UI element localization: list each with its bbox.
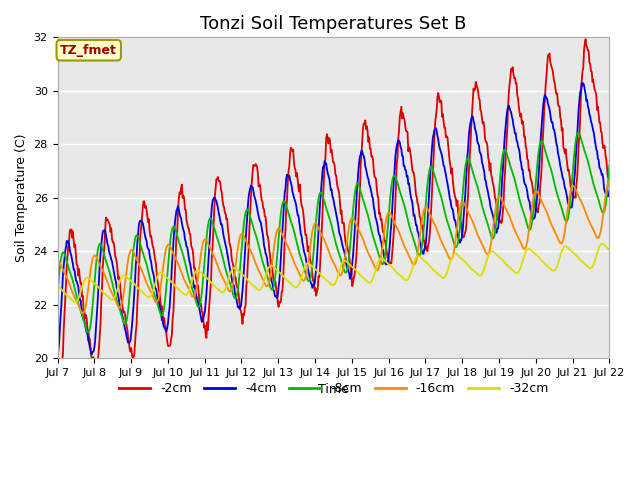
-2cm [65,242,72,248]
Line: -4cm: -4cm [58,83,609,360]
-2cm [417,224,425,230]
Line: -32cm: -32cm [58,244,609,302]
-8cm [605,162,613,168]
-2cm [121,312,129,318]
-4cm [63,240,71,245]
-32cm [54,283,61,288]
-32cm [605,247,613,252]
-4cm [579,80,587,86]
-4cm [177,214,184,219]
-2cm [605,173,613,179]
-16cm [121,280,129,286]
-8cm [121,321,129,327]
-2cm [582,36,589,42]
-8cm [84,330,92,336]
-8cm [401,206,409,212]
-16cm [605,178,613,183]
-32cm [71,299,79,305]
Line: -2cm: -2cm [58,39,609,385]
X-axis label: Time: Time [318,384,349,396]
-16cm [54,258,61,264]
Line: -16cm: -16cm [58,180,609,313]
-8cm [574,130,582,135]
-4cm [205,239,213,244]
-8cm [54,291,61,297]
-2cm [177,186,185,192]
-16cm [79,310,86,316]
-32cm [207,279,214,285]
-32cm [177,288,185,294]
-2cm [54,383,62,388]
-2cm [207,288,214,294]
Line: -8cm: -8cm [58,132,609,333]
-4cm [605,188,613,193]
Title: Tonzi Soil Temperatures Set B: Tonzi Soil Temperatures Set B [200,15,467,33]
-16cm [417,222,425,228]
Y-axis label: Soil Temperature (C): Soil Temperature (C) [15,133,28,262]
-8cm [417,247,425,253]
-4cm [120,323,128,329]
Legend: -2cm, -4cm, -8cm, -16cm, -32cm: -2cm, -4cm, -8cm, -16cm, -32cm [114,377,553,400]
-4cm [401,163,408,168]
-32cm [63,293,71,299]
-8cm [207,215,214,221]
-2cm [54,373,61,379]
-8cm [177,246,185,252]
-32cm [598,241,606,247]
-32cm [417,255,425,261]
Text: TZ_fmet: TZ_fmet [60,44,117,57]
-16cm [177,269,185,275]
-16cm [401,245,409,251]
-4cm [417,241,424,247]
-8cm [63,261,71,267]
-32cm [121,273,129,278]
-16cm [63,276,71,282]
-4cm [54,358,61,363]
-32cm [401,277,409,283]
-2cm [401,123,409,129]
-16cm [207,246,214,252]
